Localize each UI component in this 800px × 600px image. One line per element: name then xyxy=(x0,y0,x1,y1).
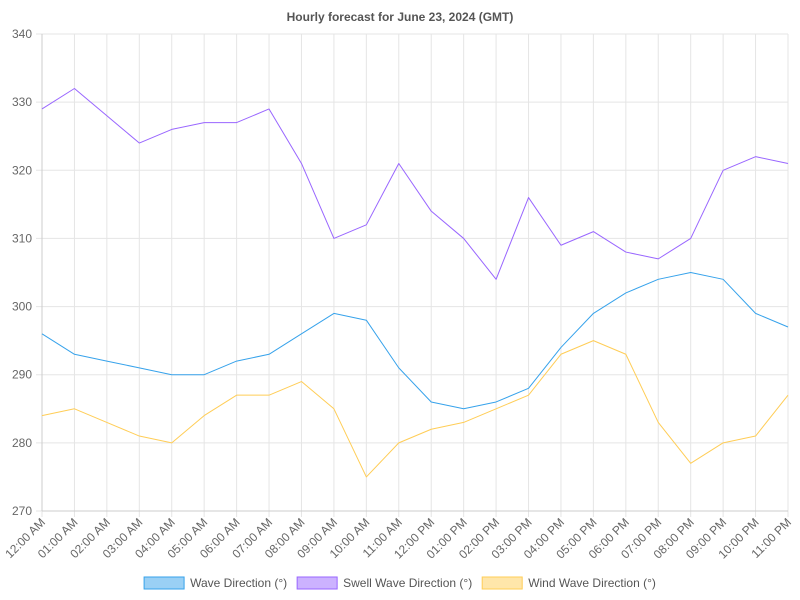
y-tick-label: 320 xyxy=(12,163,32,177)
legend-label: Swell Wave Direction (°) xyxy=(343,576,472,590)
series-lines xyxy=(41,88,789,478)
y-tick-label: 280 xyxy=(12,436,32,450)
y-axis-ticks: 270 280 290 300 310 320 330 340 xyxy=(12,27,32,518)
legend-swatch xyxy=(143,576,185,590)
y-tick-label: 270 xyxy=(12,504,32,518)
chart-title: Hourly forecast for June 23, 2024 (GMT) xyxy=(287,10,514,24)
y-tick-label: 340 xyxy=(12,27,32,41)
legend-label: Wave Direction (°) xyxy=(190,576,287,590)
grid xyxy=(36,33,789,517)
legend-label: Wind Wave Direction (°) xyxy=(528,576,656,590)
legend-item-1[interactable]: Swell Wave Direction (°) xyxy=(296,576,472,590)
y-tick-label: 290 xyxy=(12,368,32,382)
legend-swatch xyxy=(481,576,523,590)
y-tick-label: 310 xyxy=(12,231,32,245)
series-line-2 xyxy=(41,340,789,478)
legend-swatch xyxy=(296,576,338,590)
series-line-0 xyxy=(41,272,789,410)
y-tick-label: 330 xyxy=(12,95,32,109)
legend-item-0[interactable]: Wave Direction (°) xyxy=(143,576,287,590)
legend-item-2[interactable]: Wind Wave Direction (°) xyxy=(481,576,656,590)
series-line-1 xyxy=(41,88,789,280)
legend: Wave Direction (°) Swell Wave Direction (… xyxy=(143,576,656,590)
y-tick-label: 300 xyxy=(12,300,32,314)
